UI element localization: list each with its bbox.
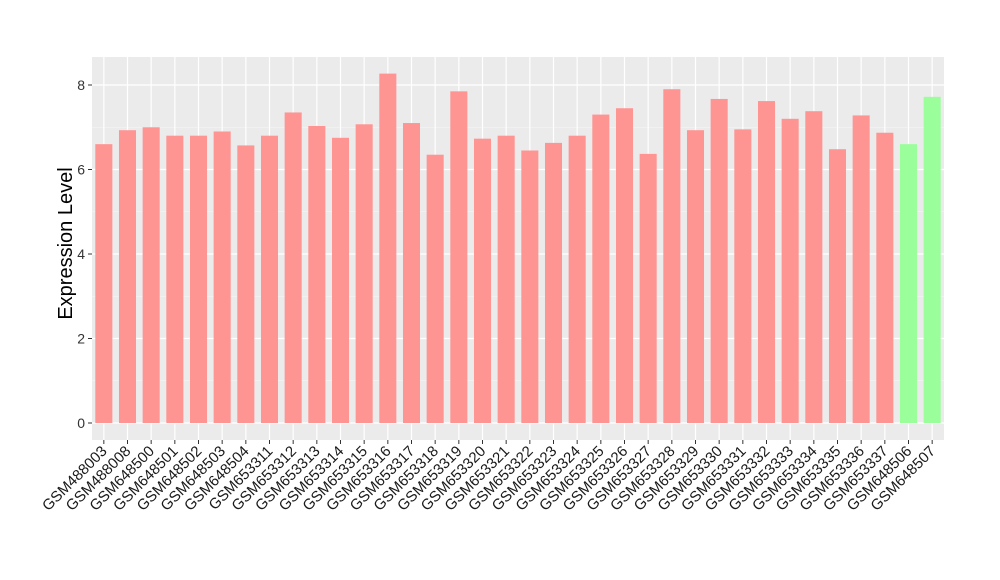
bar-GSM648502	[190, 136, 207, 423]
bar-GSM653326	[616, 108, 633, 423]
bar-GSM648501	[166, 136, 183, 423]
bar-GSM653317	[403, 123, 420, 423]
bar-GSM653311	[261, 136, 278, 423]
bar-GSM648506	[900, 144, 917, 423]
bar-GSM653314	[332, 138, 349, 423]
y-axis: 0 2 4 6 8	[77, 77, 92, 431]
bar-GSM653322	[521, 150, 538, 423]
bar-GSM653327	[640, 154, 657, 423]
bar-GSM653313	[308, 126, 325, 423]
bar-GSM648503	[214, 131, 231, 423]
bar-GSM653325	[592, 115, 609, 423]
bar-GSM653332	[758, 101, 775, 423]
bar-GSM653312	[285, 112, 302, 423]
bar-GSM488003	[95, 144, 112, 423]
x-axis: GSM488003GSM488008GSM648500GSM648501GSM6…	[39, 440, 939, 514]
y-tick-label: 6	[77, 162, 85, 178]
y-axis-title: Expression Level	[55, 167, 77, 319]
bar-GSM653320	[474, 139, 491, 423]
bar-GSM653336	[853, 115, 870, 423]
bar-GSM653315	[356, 124, 373, 423]
y-tick-label: 4	[77, 246, 85, 262]
y-tick-label: 8	[77, 77, 85, 93]
bar-GSM653335	[829, 149, 846, 423]
y-tick-label: 2	[77, 331, 85, 347]
bar-GSM653337	[876, 133, 893, 423]
bar-GSM653329	[687, 130, 704, 423]
bar-GSM648500	[143, 127, 160, 423]
bar-GSM653316	[379, 74, 396, 423]
bar-GSM488008	[119, 130, 136, 423]
bar-GSM653334	[805, 111, 822, 423]
bar-GSM648504	[237, 145, 254, 423]
bar-GSM653323	[545, 143, 562, 423]
bar-GSM653333	[782, 119, 799, 423]
bar-GSM653324	[569, 136, 586, 423]
bar-GSM648507	[924, 97, 941, 423]
bar-GSM653321	[498, 136, 515, 423]
bar-GSM653318	[427, 155, 444, 423]
y-tick-label: 0	[77, 415, 85, 431]
bar-GSM653328	[663, 89, 680, 423]
bar-GSM653319	[450, 91, 467, 423]
bar-GSM653331	[734, 129, 751, 423]
bar-GSM653330	[711, 99, 728, 423]
